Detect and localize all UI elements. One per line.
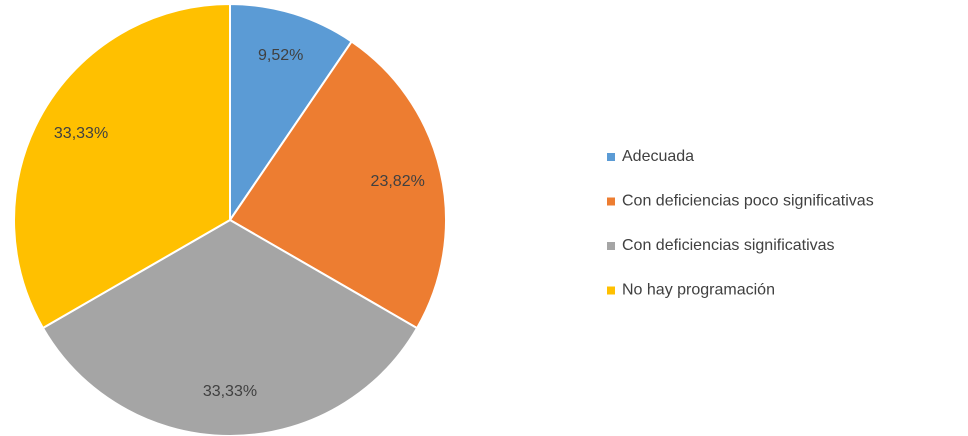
data-label: 23,82% bbox=[371, 173, 425, 190]
data-label: 33,33% bbox=[203, 383, 257, 400]
pie-slice bbox=[229, 2, 354, 224]
legend-label: Con deficiencias poco significativas bbox=[622, 193, 874, 210]
pie-slice bbox=[13, 2, 231, 330]
legend-swatch bbox=[607, 153, 615, 161]
legend-label: No hay programación bbox=[622, 282, 775, 299]
legend-swatch bbox=[607, 197, 615, 206]
data-label: 9,52% bbox=[258, 47, 303, 64]
legend-label: Con deficiencias significativas bbox=[622, 237, 835, 254]
pie-slice bbox=[228, 40, 447, 330]
data-label: 33,33% bbox=[54, 125, 108, 142]
legend-swatch bbox=[607, 242, 615, 250]
legend-label: Adecuada bbox=[622, 148, 694, 165]
legend-swatch bbox=[607, 286, 615, 295]
